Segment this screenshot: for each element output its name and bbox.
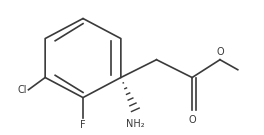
Text: O: O <box>216 47 224 57</box>
Text: F: F <box>80 121 86 131</box>
Text: Cl: Cl <box>17 85 27 95</box>
Text: O: O <box>188 115 196 125</box>
Text: NH₂: NH₂ <box>126 119 145 129</box>
